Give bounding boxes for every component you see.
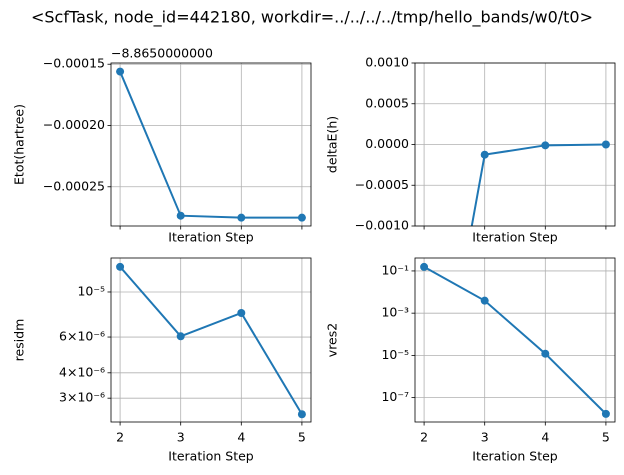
- x-tick-label: 4: [541, 430, 549, 445]
- marker: [420, 262, 429, 271]
- y-tick-label: 0.0005: [365, 95, 409, 110]
- x-tick-label: 3: [481, 430, 489, 445]
- x-axis-label: Iteration Step: [472, 230, 558, 245]
- y-tick-label: 6×10⁻⁶: [59, 329, 105, 344]
- marker: [541, 349, 550, 358]
- y-axis-label: vres2: [325, 323, 340, 357]
- y-tick-label: 0.0000: [365, 136, 409, 151]
- series: [116, 262, 306, 419]
- y-tick-label: 10⁻⁵: [77, 283, 105, 298]
- axes: −0.0010 −0.0005 0.0000 0.0005 0.0010 Iteratio…: [325, 55, 616, 245]
- x-axis-label: Iteration Step: [168, 230, 254, 245]
- axes: 2 3 4 5 3×10⁻⁶ 4×10⁻⁶ 6×10⁻⁶ 10⁻⁵ Iteration Step…: [12, 257, 312, 464]
- y-tick-label: −0.0010: [355, 218, 409, 233]
- y-tick-label: 10⁻³: [381, 305, 409, 320]
- x-tick-label: 4: [237, 430, 245, 445]
- axes-frame: [414, 62, 616, 227]
- series: [116, 67, 306, 222]
- marker: [480, 150, 489, 159]
- y-tick-label: 10⁻¹: [381, 262, 409, 277]
- marker: [237, 308, 246, 317]
- x-tick-label: 2: [116, 430, 124, 445]
- series: [470, 140, 610, 226]
- marker: [601, 140, 610, 149]
- marker: [297, 410, 306, 419]
- figure-title: <ScfTask, node_id=442180, workdir=../../…: [31, 8, 593, 28]
- axes-frame: [110, 62, 312, 227]
- y-axis-label: residm: [12, 319, 27, 362]
- x-tick-label: 2: [420, 430, 428, 445]
- x-axis-label: Iteration Step: [168, 449, 254, 464]
- marker: [116, 262, 125, 271]
- y-tick-label: −0.00015: [43, 56, 105, 71]
- y-tick-label: 10⁻⁵: [381, 347, 409, 362]
- series-line: [119, 266, 303, 415]
- marker: [176, 211, 185, 220]
- x-tick-label: 5: [602, 430, 610, 445]
- axes-frame: [110, 257, 312, 423]
- y-tick-label: 3×10⁻⁶: [59, 390, 105, 405]
- series-line: [423, 266, 607, 415]
- y-tick-label: −0.00025: [43, 178, 105, 193]
- marker: [601, 409, 610, 418]
- marker: [176, 332, 185, 341]
- y-axis-label: Etot(hartree): [12, 104, 27, 185]
- x-axis-label: Iteration Step: [472, 449, 558, 464]
- marker: [541, 141, 550, 150]
- x-tick-label: 5: [298, 430, 306, 445]
- y-tick-label: −0.00020: [43, 117, 105, 132]
- axes: −0.00025 −0.00020 −0.00015 Iteration Step Et…: [12, 46, 312, 245]
- marker: [297, 213, 306, 222]
- y-tick-label: 10⁻⁷: [381, 389, 409, 404]
- marker: [480, 296, 489, 305]
- series-line: [470, 143, 606, 226]
- y-tick-label: 4×10⁻⁶: [59, 364, 105, 379]
- marker: [116, 67, 125, 76]
- marker: [237, 213, 246, 222]
- axes-frame: [414, 257, 616, 423]
- series: [420, 262, 610, 418]
- series-line: [119, 71, 302, 219]
- offset-text: −8.8650000000: [111, 46, 213, 61]
- y-tick-label: 0.0010: [365, 55, 409, 70]
- y-tick-label: −0.0005: [355, 177, 409, 192]
- x-tick-label: 3: [177, 430, 185, 445]
- axes: 2 3 4 5 10⁻⁷ 10⁻⁵ 10⁻³ 10⁻¹ Iteration Step vres2: [325, 257, 616, 464]
- y-axis-label: deltaE(h): [325, 116, 340, 173]
